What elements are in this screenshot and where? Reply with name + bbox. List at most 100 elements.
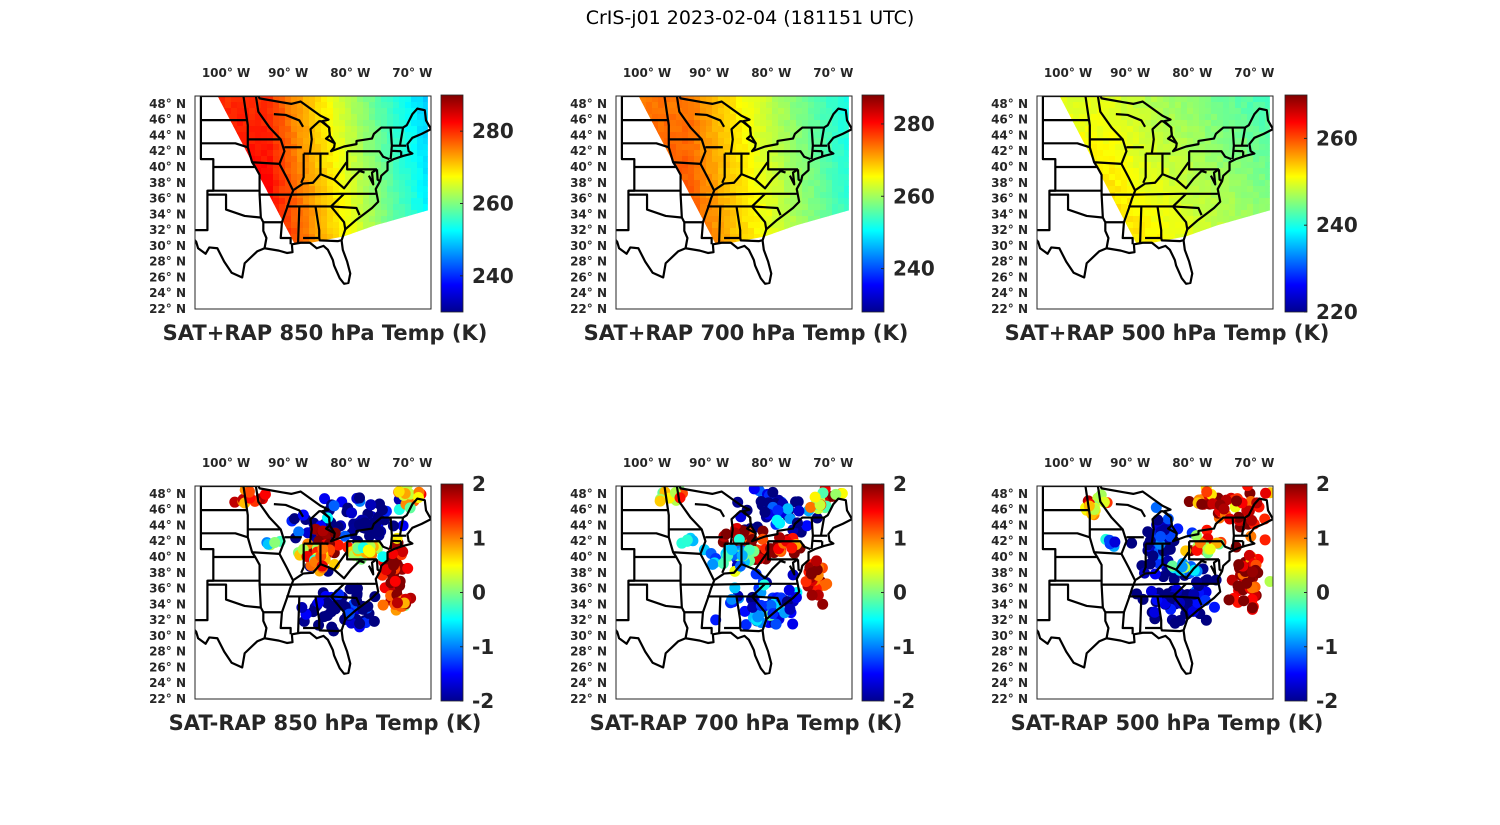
- field-cell: [1157, 156, 1164, 163]
- field-cell: [207, 144, 214, 151]
- field-cell: [1265, 288, 1272, 295]
- field-cell: [231, 264, 238, 271]
- field-cell: [742, 228, 749, 235]
- field-cell: [760, 180, 767, 187]
- field-cell: [231, 216, 238, 223]
- field-cell: [273, 240, 280, 244]
- field-cell: [303, 198, 310, 205]
- field-cell: [237, 114, 244, 121]
- field-cell: [1109, 198, 1116, 205]
- field-cell: [808, 258, 815, 265]
- field-cell: [706, 288, 713, 295]
- field-cell: [1097, 300, 1104, 307]
- field-cell: [1073, 150, 1080, 157]
- state-boundary: [788, 168, 799, 186]
- field-cell: [327, 108, 334, 115]
- field-cell: [351, 150, 358, 157]
- field-cell: [357, 222, 364, 229]
- field-cell: [784, 156, 791, 163]
- field-cell: [688, 138, 695, 145]
- field-cell: [267, 120, 274, 127]
- field-cell: [646, 300, 653, 307]
- data-point: [328, 500, 340, 512]
- field-cell: [742, 264, 749, 271]
- field-cell: [1079, 108, 1086, 115]
- field-cell: [718, 108, 725, 115]
- state-boundary: [751, 205, 782, 216]
- field-cell: [634, 276, 641, 283]
- field-cell: [405, 186, 412, 193]
- field-cell: [255, 294, 262, 301]
- field-cell: [772, 276, 779, 283]
- field-cell: [682, 276, 689, 283]
- field-cell: [1127, 258, 1134, 265]
- field-cell: [279, 198, 286, 205]
- lat-tick-label: 26° N: [570, 270, 607, 284]
- field-cell: [363, 258, 370, 265]
- field-cell: [1091, 192, 1098, 199]
- field-cell: [676, 276, 683, 283]
- field-cell: [369, 228, 376, 235]
- field-cell: [832, 246, 839, 253]
- field-cell: [802, 276, 809, 283]
- field-cell: [652, 246, 659, 253]
- field-cell: [706, 180, 713, 187]
- field-cell: [423, 288, 430, 295]
- field-cell: [1205, 96, 1212, 103]
- field-cell: [784, 168, 791, 175]
- field-cell: [784, 150, 791, 157]
- field-cell: [309, 162, 316, 169]
- field-cell: [1217, 144, 1224, 151]
- field-cell: [706, 216, 713, 223]
- field-cell: [321, 216, 328, 223]
- lat-tick-label: 26° N: [991, 270, 1028, 284]
- field-cell: [694, 252, 701, 259]
- field-cell: [784, 294, 791, 301]
- field-cell: [339, 126, 346, 133]
- field-cell: [1211, 102, 1218, 109]
- panel-bottom-left: 100° W 90° W 80° W 70° W48° N46° N44° N42° …: [149, 456, 494, 735]
- field-cell: [1115, 114, 1122, 121]
- field-cell: [838, 186, 845, 193]
- field-cell: [393, 264, 400, 271]
- field-cell: [1037, 234, 1044, 241]
- field-cell: [429, 198, 436, 205]
- field-cell: [345, 186, 352, 193]
- field-cell: [351, 138, 358, 145]
- field-cell: [742, 294, 749, 301]
- field-cell: [652, 102, 659, 109]
- field-cell: [742, 216, 749, 223]
- field-cell: [766, 114, 773, 121]
- field-cell: [1037, 222, 1044, 229]
- field-cell: [1265, 282, 1272, 289]
- field-cell: [423, 216, 428, 223]
- field-cell: [802, 114, 809, 121]
- field-cell: [646, 96, 653, 103]
- lat-tick-label: 22° N: [991, 302, 1028, 316]
- field-cell: [712, 180, 719, 187]
- field-cell: [201, 162, 208, 169]
- field-cell: [1169, 282, 1176, 289]
- field-cell: [652, 156, 659, 163]
- state-boundary: [291, 192, 376, 196]
- field-cell: [1223, 108, 1230, 115]
- lat-tick-label: 42° N: [149, 144, 186, 158]
- field-cell: [748, 264, 755, 271]
- field-cell: [1133, 264, 1140, 271]
- state-boundary: [375, 559, 381, 573]
- field-cell: [838, 288, 845, 295]
- field-cell: [1109, 120, 1116, 127]
- state-boundary: [314, 206, 321, 238]
- field-cell: [1175, 144, 1182, 151]
- field-cell: [1085, 156, 1092, 163]
- field-cell: [363, 294, 370, 301]
- field-cell: [303, 132, 310, 139]
- lat-tick-label: 38° N: [149, 176, 186, 190]
- field-cell: [850, 162, 857, 169]
- field-cell: [772, 300, 779, 307]
- field-cell: [664, 192, 671, 199]
- field-cell: [754, 288, 761, 295]
- field-cell: [315, 156, 322, 163]
- field-cell: [267, 300, 274, 307]
- field-cell: [1253, 276, 1260, 283]
